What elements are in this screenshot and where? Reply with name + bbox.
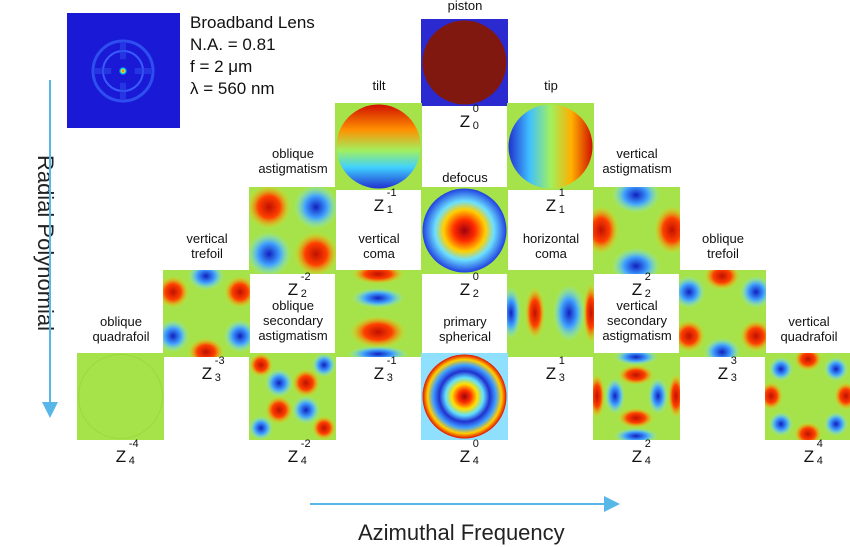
mode-name-z11: tip xyxy=(544,78,558,93)
zernike-tile-z42 xyxy=(593,353,680,440)
mode-name-z20: defocus xyxy=(442,170,488,185)
lens-title: Broadband Lens xyxy=(190,13,315,32)
radial-arrow xyxy=(42,80,58,418)
zernike-tile-z2m2 xyxy=(249,187,336,274)
numerical-aperture: N.A. = 0.81 xyxy=(190,35,276,54)
mode-name-z00: piston xyxy=(447,0,483,13)
mode-name-z31: horizontal coma xyxy=(522,231,580,261)
mode-name-z3m3: vertical trefoil xyxy=(186,231,228,261)
zernike-tile-z33 xyxy=(679,270,766,357)
wavelength: λ = 560 nm xyxy=(190,79,275,98)
zernike-tile-z1m1 xyxy=(335,103,422,190)
mode-name-z44: vertical quadrafoil xyxy=(780,314,838,344)
zernike-tile-z22 xyxy=(593,187,680,274)
psf-image xyxy=(67,13,180,128)
zernike-tile-z31 xyxy=(507,270,594,357)
mode-name-z4m4: oblique quadrafoil xyxy=(92,314,150,344)
zernike-index-z1m1: Z -1 1 xyxy=(373,187,397,216)
zernike-tile-z3m1 xyxy=(335,270,422,357)
mode-name-z1m1: tilt xyxy=(372,78,386,93)
mode-name-z4m2: oblique secondary astigmatism xyxy=(258,298,328,343)
zernike-tile-z11 xyxy=(507,103,594,190)
azimuthal-arrow xyxy=(310,496,620,512)
mode-name-z33: oblique trefoil xyxy=(702,231,744,261)
zernike-index-z4m2: Z -2 4 xyxy=(287,438,311,467)
focal-length: f = 2 μm xyxy=(190,57,253,76)
zernike-tile-z00 xyxy=(421,19,508,106)
zernike-tile-z4m2 xyxy=(249,353,336,440)
mode-name-z2m2: oblique astigmatism xyxy=(258,146,328,176)
zernike-tile-z40 xyxy=(421,353,508,440)
azimuthal-frequency-label: Azimuthal Frequency xyxy=(358,520,565,545)
mode-name-z3m1: vertical coma xyxy=(358,231,400,261)
zernike-tile-z3m3 xyxy=(163,270,250,357)
zernike-index-z3m3: Z -3 3 xyxy=(201,355,225,384)
lens-info: Broadband Lens N.A. = 0.81 f = 2 μm λ = … xyxy=(190,12,315,100)
zernike-index-z2m2: Z -2 2 xyxy=(287,271,311,300)
zernike-index-z4m4: Z -4 4 xyxy=(115,438,139,467)
zernike-tile-z20 xyxy=(421,187,508,274)
zernike-index-z3m1: Z -1 3 xyxy=(373,355,397,384)
zernike-tile-z4m4 xyxy=(77,353,164,440)
mode-name-z22: vertical astigmatism xyxy=(602,146,672,176)
mode-name-z42: vertical secondary astigmatism xyxy=(602,298,672,343)
zernike-tile-z44 xyxy=(765,353,850,440)
mode-name-z40: primary spherical xyxy=(438,314,492,344)
